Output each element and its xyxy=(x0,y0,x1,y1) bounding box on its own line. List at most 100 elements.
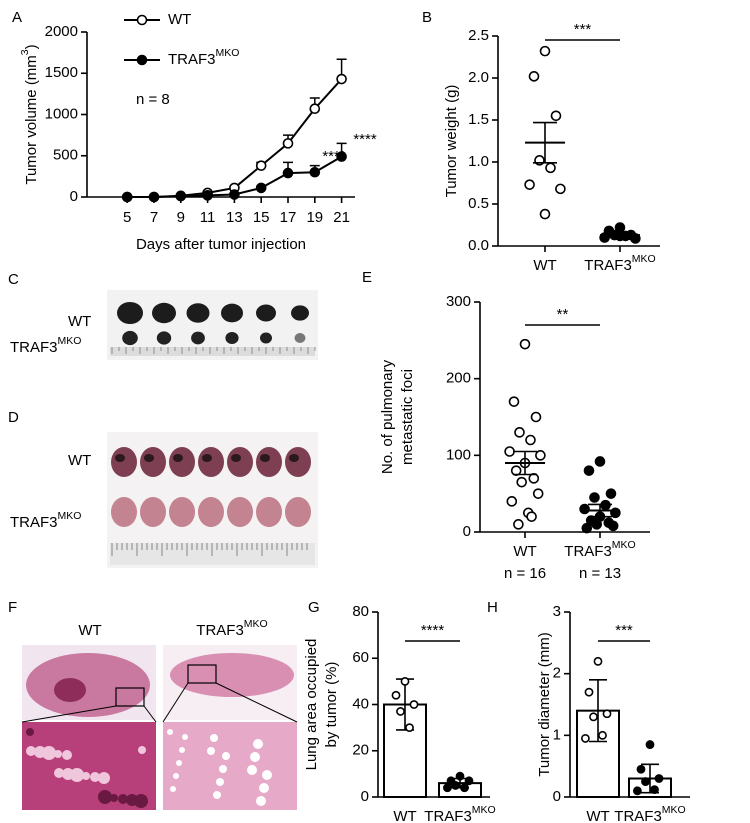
data-point xyxy=(525,434,536,446)
data-point xyxy=(464,776,474,786)
y-axis-title: No. of pulmonary xyxy=(379,359,396,474)
column-label-superscript: MKO xyxy=(244,618,268,630)
y-axis-title: Tumor volume (mm3) xyxy=(19,44,40,184)
data-point xyxy=(519,338,531,350)
tissue-detail xyxy=(98,790,112,804)
y-tick-label: 80 xyxy=(352,603,369,620)
data-point xyxy=(506,496,518,507)
data-point xyxy=(255,182,267,194)
data-point xyxy=(526,511,537,522)
data-point xyxy=(530,411,542,423)
lung xyxy=(111,497,137,527)
data-point xyxy=(451,781,460,790)
data-point xyxy=(121,191,133,203)
data-point xyxy=(607,520,619,532)
data-point xyxy=(442,783,452,793)
tissue-detail xyxy=(134,794,148,808)
significance-label: *** xyxy=(574,21,592,38)
y-axis-title-text: Tumor volume (mm xyxy=(23,55,40,184)
lung xyxy=(169,447,195,477)
y-axis-title: metastatic foci xyxy=(399,369,416,465)
lung xyxy=(227,497,253,527)
tissue-detail xyxy=(70,768,84,782)
tumor xyxy=(294,333,306,343)
ruler xyxy=(110,347,315,356)
x-tick-label: WT xyxy=(586,808,609,823)
lung-spot xyxy=(173,454,183,462)
data-point xyxy=(516,476,528,488)
y-tick-label: 1000 xyxy=(45,105,78,122)
tissue-detail xyxy=(262,770,272,780)
y-axis-title-superscript: 3 xyxy=(19,49,31,55)
data-point xyxy=(584,687,594,697)
significance-label: **** xyxy=(421,622,445,639)
data-point xyxy=(654,774,664,783)
y-tick-label: 0.5 xyxy=(468,195,489,212)
data-point xyxy=(545,162,556,174)
data-point xyxy=(605,488,617,499)
x-tick-label: 5 xyxy=(123,209,131,226)
y-tick-label: 2.0 xyxy=(468,69,489,86)
y-tick-label: 1.5 xyxy=(468,111,489,128)
legend-label-superscript: MKO xyxy=(216,47,240,59)
y-tick-label: 20 xyxy=(352,742,369,759)
data-point xyxy=(148,191,160,203)
data-point xyxy=(532,488,544,499)
lung xyxy=(227,447,253,477)
x-tick-label-text: WT xyxy=(586,808,609,823)
lung xyxy=(256,447,282,477)
data-point xyxy=(581,734,590,743)
row-label-text: TRAF3 xyxy=(10,514,58,531)
inset-box xyxy=(187,664,217,684)
data-point xyxy=(583,465,595,476)
tumor xyxy=(291,305,309,321)
x-tick-label: TRAF3MKO xyxy=(584,253,655,274)
x-tick-label: 15 xyxy=(253,209,270,226)
data-point xyxy=(594,456,606,467)
legend-label: TRAF3MKO xyxy=(168,47,239,68)
annotation: **** xyxy=(322,148,346,165)
row-label: TRAF3MKO xyxy=(10,335,81,356)
legend-marker xyxy=(136,14,148,26)
data-point xyxy=(336,151,347,162)
tissue xyxy=(54,678,86,702)
y-axis-title: Lung area occupied xyxy=(303,639,320,771)
tissue-detail xyxy=(34,746,46,758)
x-axis-title: Days after tumor injection xyxy=(136,236,306,253)
x-tick-label: 13 xyxy=(226,209,243,226)
lung-spot xyxy=(231,454,241,462)
tissue xyxy=(26,653,150,717)
tumor xyxy=(156,331,172,345)
data-point xyxy=(524,179,535,190)
tissue-detail xyxy=(219,765,227,773)
tumor xyxy=(186,303,210,323)
tumor xyxy=(260,332,272,344)
legend-label-text: WT xyxy=(168,11,191,28)
y-tick-label: 2.5 xyxy=(468,27,489,44)
data-point xyxy=(535,450,546,461)
y-tick-label: 0 xyxy=(553,788,561,805)
data-point xyxy=(591,519,603,530)
row-label-superscript: MKO xyxy=(58,510,82,522)
data-point xyxy=(630,233,641,244)
tissue-detail xyxy=(170,786,176,792)
tumor xyxy=(191,331,205,345)
tissue-detail xyxy=(213,791,221,799)
data-point xyxy=(579,503,590,515)
panel-letter: D xyxy=(8,409,19,426)
x-tick-label: TRAF3MKO xyxy=(614,804,685,823)
x-tick-label: 9 xyxy=(177,209,185,226)
tissue-detail xyxy=(110,794,118,802)
lung xyxy=(169,497,195,527)
data-point xyxy=(405,723,414,733)
tissue-detail xyxy=(259,783,269,793)
lung xyxy=(285,447,311,477)
x-tick-label-text: TRAF3 xyxy=(564,543,612,560)
y-axis-title: Tumor weight (g) xyxy=(443,85,460,198)
y-tick-label: 0 xyxy=(463,523,471,540)
tissue-detail xyxy=(82,772,90,780)
error-bar xyxy=(589,679,607,743)
row-label: WT xyxy=(68,452,91,469)
data-point xyxy=(309,166,321,178)
